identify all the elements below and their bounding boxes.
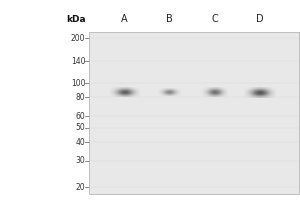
Text: D: D (256, 14, 263, 24)
Text: 30: 30 (76, 156, 85, 165)
Text: 50: 50 (76, 123, 85, 132)
Text: C: C (211, 14, 218, 24)
Text: 100: 100 (71, 79, 85, 88)
Text: A: A (121, 14, 128, 24)
Text: 200: 200 (71, 34, 85, 43)
Text: 140: 140 (71, 57, 85, 66)
Bar (88, 32, 298, 194)
Text: B: B (166, 14, 173, 24)
Text: 60: 60 (76, 112, 85, 121)
Text: kDa: kDa (66, 15, 86, 24)
Text: 20: 20 (76, 183, 86, 192)
Text: 80: 80 (76, 93, 86, 102)
Text: 40: 40 (76, 138, 85, 147)
Bar (88, 32, 298, 194)
